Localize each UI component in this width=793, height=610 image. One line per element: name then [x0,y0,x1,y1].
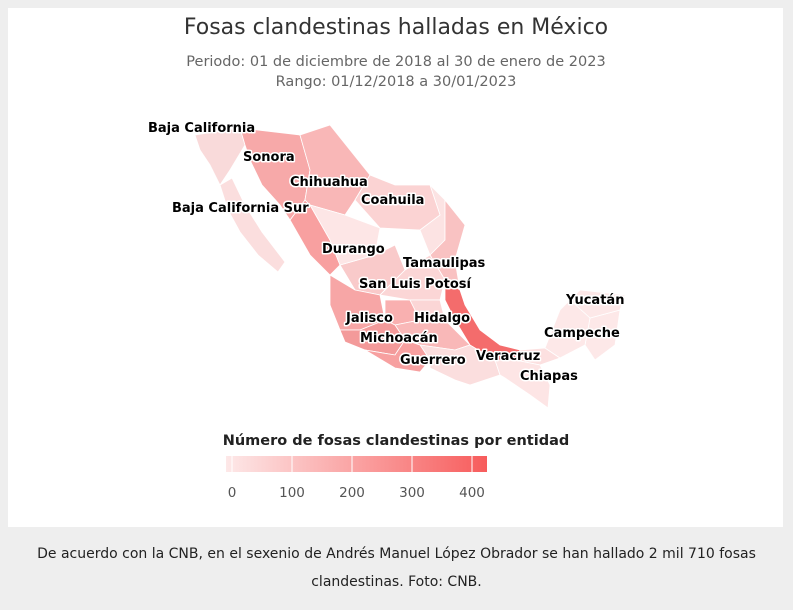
subtitle: Rango: 01/12/2018 a 30/01/2023 [276,74,517,90]
legend-tick-label: 200 [339,485,365,501]
state-label: San Luis Potosí [359,277,473,292]
state [219,177,286,273]
subtitle: Periodo: 01 de diciembre de 2018 al 30 d… [186,54,605,70]
state-label: Veracruz [476,349,540,364]
state [194,127,246,186]
state-label: Sonora [243,150,295,165]
state-label: Chiapas [520,369,578,384]
legend-tick-label: 400 [459,485,485,501]
state-label: Baja California Sur [172,201,309,216]
state [419,344,501,386]
state-label: Durango [322,242,385,257]
state [444,279,521,361]
state [409,299,446,321]
map [194,124,626,409]
state-label: Hidalgo [414,311,470,326]
title: Fosas clandestinas halladas en México [184,15,608,40]
state-label: Chihuahua [290,175,368,190]
state-label: Baja California [148,121,255,136]
state [494,359,551,409]
state-label: Tamaulipas [403,256,486,271]
state [309,204,381,266]
legend-bar [226,456,487,472]
caption: De acuerdo con la CNB, en el sexenio de … [37,546,756,590]
state-label: Coahuila [361,193,424,208]
state [354,174,441,231]
map-chart: Fosas clandestinas halladas en México Pe… [147,15,626,501]
state-label: Michoacán [360,331,438,346]
legend-tick-label: 0 [228,485,237,501]
state-label: Jalisco [345,311,393,326]
state-label: Yucatán [565,293,624,308]
state-label: Campeche [544,326,620,341]
state [364,339,431,373]
legend-tick-label: 100 [279,485,305,501]
legend-tick-label: 300 [399,485,425,501]
state [544,299,591,359]
legend-title: Número de fosas clandestinas por entidad [223,433,570,449]
state-label: Guerrero [400,353,466,368]
